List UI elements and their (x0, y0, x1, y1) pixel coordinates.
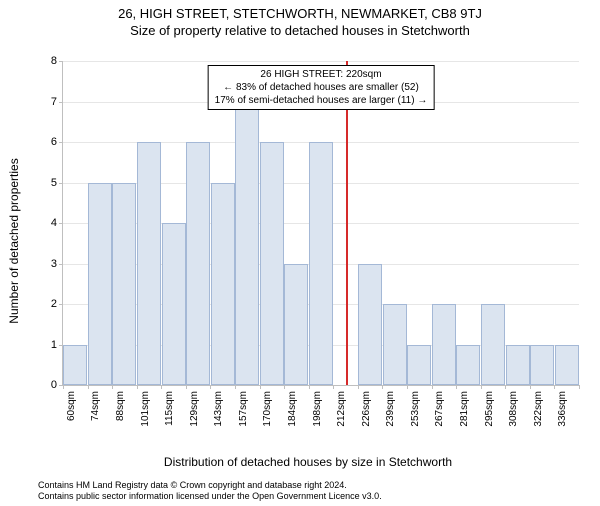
page-title: 26, HIGH STREET, STETCHWORTH, NEWMARKET,… (0, 6, 600, 21)
xtick (235, 385, 236, 389)
bar (358, 264, 382, 386)
xtick (210, 385, 211, 389)
ytick-label: 7 (51, 96, 57, 108)
xtick (186, 385, 187, 389)
xtick (63, 385, 64, 389)
xtick-label: 322sqm (533, 391, 544, 427)
xtick-label: 101sqm (140, 391, 151, 427)
xtick (382, 385, 383, 389)
annotation-line1: 26 HIGH STREET: 220sqm (215, 68, 428, 81)
xtick-label: 253sqm (410, 391, 421, 427)
bar (407, 345, 431, 386)
ytick (59, 102, 63, 103)
xtick (358, 385, 359, 389)
footer: Contains HM Land Registry data © Crown c… (38, 480, 382, 503)
ytick-label: 0 (51, 379, 57, 391)
bar (309, 142, 333, 385)
xtick (333, 385, 334, 389)
xtick-label: 336sqm (557, 391, 568, 427)
xtick-label: 170sqm (262, 391, 273, 427)
bar (211, 183, 235, 386)
ytick (59, 264, 63, 265)
page-subtitle: Size of property relative to detached ho… (0, 23, 600, 38)
ytick-label: 8 (51, 55, 57, 67)
xtick (407, 385, 408, 389)
bar (432, 304, 456, 385)
annotation-box: 26 HIGH STREET: 220sqm ← 83% of detached… (208, 65, 435, 110)
xtick-label: 157sqm (238, 391, 249, 427)
xtick (530, 385, 531, 389)
xtick-label: 239sqm (385, 391, 396, 427)
xtick-label: 74sqm (90, 391, 101, 421)
ytick-label: 3 (51, 258, 57, 270)
xtick-label: 226sqm (361, 391, 372, 427)
xtick-label: 267sqm (434, 391, 445, 427)
bar (456, 345, 480, 386)
xtick (432, 385, 433, 389)
xtick-label: 295sqm (484, 391, 495, 427)
xtick (137, 385, 138, 389)
xtick-label: 129sqm (189, 391, 200, 427)
xtick-label: 60sqm (66, 391, 77, 421)
xtick-label: 198sqm (312, 391, 323, 427)
xtick (260, 385, 261, 389)
x-axis-label: Distribution of detached houses by size … (164, 455, 452, 469)
ytick-label: 1 (51, 339, 57, 351)
bar (506, 345, 530, 386)
bar (88, 183, 112, 386)
xtick-label: 115sqm (164, 391, 175, 426)
bar (186, 142, 210, 385)
ytick-label: 5 (51, 177, 57, 189)
ytick (59, 183, 63, 184)
bar (162, 223, 186, 385)
ytick (59, 142, 63, 143)
gridline (63, 61, 579, 62)
bar (481, 304, 505, 385)
y-axis-label: Number of detached properties (7, 158, 21, 323)
ytick-label: 6 (51, 136, 57, 148)
xtick-label: 308sqm (508, 391, 519, 427)
ytick (59, 304, 63, 305)
bar (235, 102, 259, 386)
ytick-label: 2 (51, 298, 57, 310)
chart-container: Number of detached properties 0123456786… (38, 61, 578, 421)
ytick (59, 223, 63, 224)
xtick (88, 385, 89, 389)
xtick (309, 385, 310, 389)
ytick (59, 61, 63, 62)
bar (112, 183, 136, 386)
xtick (112, 385, 113, 389)
bar (284, 264, 308, 386)
xtick-label: 143sqm (213, 391, 224, 427)
bar (555, 345, 579, 386)
xtick (579, 385, 580, 389)
plot-area: 01234567860sqm74sqm88sqm101sqm115sqm129s… (62, 61, 579, 386)
annotation-line2: ← 83% of detached houses are smaller (52… (215, 81, 428, 94)
xtick-label: 281sqm (459, 391, 470, 427)
xtick-label: 88sqm (115, 391, 126, 421)
annotation-line3: 17% of semi-detached houses are larger (… (215, 94, 428, 107)
bar (63, 345, 87, 386)
footer-line1: Contains HM Land Registry data © Crown c… (38, 480, 382, 491)
footer-line2: Contains public sector information licen… (38, 491, 382, 502)
xtick (161, 385, 162, 389)
xtick-label: 184sqm (287, 391, 298, 427)
xtick (481, 385, 482, 389)
xtick (456, 385, 457, 389)
xtick-label: 212sqm (336, 391, 347, 427)
xtick (554, 385, 555, 389)
bar (383, 304, 407, 385)
bar (137, 142, 161, 385)
ytick-label: 4 (51, 217, 57, 229)
bar (530, 345, 554, 386)
xtick (505, 385, 506, 389)
xtick (284, 385, 285, 389)
bar (260, 142, 284, 385)
